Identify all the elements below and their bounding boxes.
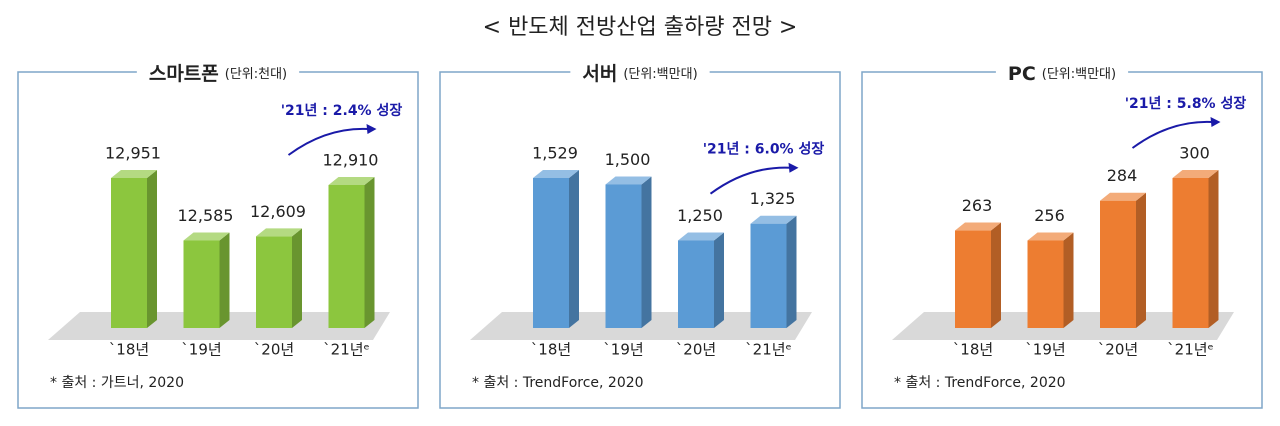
- bar: [533, 178, 569, 328]
- bar-side: [991, 222, 1001, 328]
- bar: [750, 223, 787, 328]
- value-label: 1,250: [677, 206, 723, 225]
- x-tick-label: `20년: [676, 341, 716, 359]
- annotation-arrow: [287, 127, 369, 156]
- panel-title-text: 서버: [582, 63, 617, 85]
- bar-top: [605, 176, 652, 185]
- bar-top: [328, 177, 375, 186]
- value-label: 284: [1107, 166, 1138, 185]
- annotation-arrow: [709, 166, 791, 195]
- panel-unit: (단위:백만대): [1042, 67, 1116, 82]
- bar: [1172, 178, 1209, 328]
- annotation-arrowhead: [366, 124, 377, 135]
- value-label: 1,325: [750, 189, 796, 208]
- bar-top: [1172, 170, 1219, 178]
- panel-title: PC (단위:백만대): [1008, 63, 1116, 85]
- bar: [605, 184, 642, 328]
- value-label: 12,910: [323, 151, 379, 170]
- bar: [1100, 200, 1136, 328]
- x-tick-label: `19년: [603, 341, 643, 359]
- x-tick-label: `19년: [1025, 341, 1065, 359]
- bar: [111, 178, 147, 328]
- x-tick-label: `18년: [531, 341, 571, 359]
- bar: [1027, 240, 1064, 328]
- bar-side: [1063, 232, 1074, 328]
- value-label: 1,529: [532, 144, 578, 163]
- bar-top: [1027, 232, 1074, 241]
- bar-top: [1100, 192, 1146, 201]
- x-tick-label: `21년ᵉ: [323, 341, 370, 359]
- panel-title-text: 스마트폰: [149, 63, 219, 85]
- bar-side: [147, 170, 157, 328]
- bar-side: [714, 232, 724, 328]
- annotation: '21년 : 6.0% 성장: [703, 141, 825, 158]
- bar-side: [292, 228, 302, 328]
- bar: [183, 240, 220, 328]
- x-tick-label: `18년: [109, 341, 149, 359]
- annotation: '21년 : 5.8% 성장: [1125, 95, 1247, 112]
- value-label: 256: [1034, 206, 1065, 225]
- bar-side: [569, 170, 579, 328]
- value-label: 12,951: [105, 144, 161, 163]
- bar: [678, 240, 714, 328]
- source-note: * 출처 : TrendForce, 2020: [894, 375, 1066, 391]
- value-label: 12,609: [250, 202, 306, 221]
- bar: [256, 236, 292, 328]
- annotation-arrowhead: [1210, 117, 1221, 127]
- panel-title-bg: [570, 64, 710, 82]
- panel-title: 서버 (단위:백만대): [582, 63, 697, 85]
- panel-title-text: PC: [1008, 63, 1036, 85]
- annotation-arrowhead: [788, 162, 799, 173]
- bar: [955, 230, 991, 328]
- x-tick-label: `21년ᵉ: [745, 341, 792, 359]
- source-note: * 출처 : TrendForce, 2020: [472, 375, 644, 391]
- bar-side: [786, 215, 797, 328]
- panel-title-bg: [136, 64, 300, 82]
- bar-top: [183, 232, 230, 241]
- panel-unit: (단위:천대): [225, 67, 287, 82]
- x-tick-label: `20년: [1098, 341, 1138, 359]
- bar-top: [256, 228, 302, 237]
- value-label: 12,585: [178, 206, 234, 225]
- value-label: 263: [962, 196, 993, 215]
- bar-side: [364, 177, 375, 328]
- bar-side: [219, 232, 230, 328]
- bar-side: [1136, 192, 1146, 328]
- annotation-arrow: [1131, 120, 1213, 149]
- panel-title: 스마트폰 (단위:천대): [149, 63, 287, 85]
- x-tick-label: `21년ᵉ: [1167, 341, 1214, 359]
- bar-top: [678, 232, 724, 241]
- bar: [328, 185, 365, 328]
- bar-top: [111, 170, 157, 178]
- annotation: '21년 : 2.4% 성장: [281, 102, 403, 119]
- panel-unit: (단위:백만대): [623, 67, 697, 82]
- bar-side: [641, 176, 652, 328]
- panel-title-bg: [995, 64, 1129, 82]
- value-label: 300: [1179, 144, 1210, 163]
- x-tick-label: `20년: [254, 341, 294, 359]
- bar-side: [1208, 170, 1219, 328]
- bar-top: [955, 222, 1001, 231]
- bar-top: [533, 170, 579, 178]
- source-note: * 출처 : 가트너, 2020: [50, 375, 184, 391]
- bar-top: [750, 215, 797, 224]
- page-title: < 반도체 전방산업 출하량 전망 >: [483, 15, 798, 40]
- x-tick-label: `18년: [953, 341, 993, 359]
- x-tick-label: `19년: [181, 341, 221, 359]
- value-label: 1,500: [605, 150, 651, 169]
